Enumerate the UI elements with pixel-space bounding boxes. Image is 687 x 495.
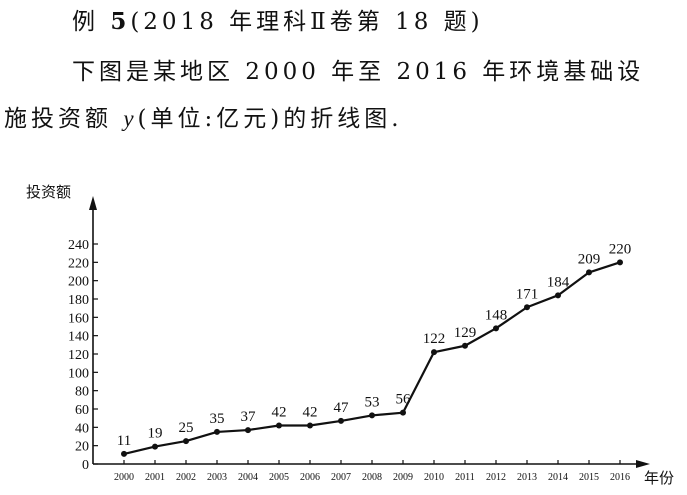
y-tick-label: 180	[68, 293, 89, 308]
x-tick-label: 2015	[579, 472, 599, 483]
x-tick-label: 2016	[610, 472, 630, 483]
data-point	[214, 428, 220, 435]
example-source: (2018 年理科Ⅱ卷第 18 题)	[130, 9, 484, 35]
data-point	[400, 409, 406, 416]
x-tick-label: 2014	[548, 472, 568, 483]
data-label: 42	[272, 405, 287, 421]
x-tick-label: 2000	[114, 472, 134, 483]
data-point	[369, 412, 375, 419]
data-point	[245, 427, 251, 434]
example-heading: 例 5(2018 年理科Ⅱ卷第 18 题)	[72, 2, 484, 36]
x-tick-label: 2002	[176, 472, 196, 483]
x-tick-label: 2012	[486, 472, 506, 483]
data-label: 148	[485, 307, 508, 323]
problem-text-line-2: 施投资额 y(单位:亿元)的折线图.	[4, 99, 403, 133]
variable-y: y	[123, 106, 138, 131]
series-line	[123, 261, 621, 455]
data-point	[431, 349, 437, 356]
data-label: 25	[179, 420, 194, 436]
data-label: 53	[365, 394, 380, 410]
data-point	[586, 269, 592, 276]
x-tick-label: 2007	[331, 472, 351, 483]
y-tick-label: 160	[68, 311, 89, 326]
data-label: 220	[609, 241, 632, 257]
data-label: 209	[578, 251, 601, 267]
x-tick-label: 2011	[455, 472, 475, 483]
data-label: 47	[334, 400, 350, 416]
data-label: 122	[423, 331, 446, 347]
y-tick-label: 0	[82, 458, 89, 473]
data-label: 19	[148, 426, 163, 442]
data-label: 129	[454, 325, 477, 341]
x-tick-label: 2001	[145, 472, 165, 483]
data-point	[121, 450, 127, 457]
problem-text-part-a: 施投资额	[4, 106, 112, 132]
data-point	[183, 438, 189, 445]
x-axis-label: 年份	[644, 470, 674, 487]
x-tick-label: 2008	[362, 472, 382, 483]
data-label: 35	[210, 411, 225, 427]
data-point	[276, 422, 282, 429]
x-axis-arrow	[636, 460, 650, 468]
x-tick-label: 2009	[393, 472, 413, 483]
data-point	[152, 443, 158, 450]
data-label: 11	[117, 433, 131, 449]
data-point	[462, 342, 468, 349]
data-label: 184	[547, 274, 570, 290]
y-tick-label: 20	[75, 440, 89, 455]
x-tick-label: 2004	[238, 472, 258, 483]
data-point	[524, 304, 530, 311]
y-axis-label: 投资额	[26, 184, 71, 201]
x-tick-label: 2006	[300, 472, 320, 483]
data-label: 171	[516, 286, 539, 302]
y-tick-label: 60	[75, 403, 89, 418]
data-label: 56	[396, 392, 412, 408]
data-point	[617, 259, 623, 266]
y-tick-label: 240	[68, 238, 89, 253]
data-label: 37	[241, 409, 257, 425]
y-tick-label: 140	[68, 330, 89, 345]
x-tick-label: 2005	[269, 472, 289, 483]
y-tick-label: 120	[68, 348, 89, 363]
x-tick-label: 2003	[207, 472, 227, 483]
y-tick-label: 200	[68, 275, 89, 290]
data-point	[307, 422, 313, 429]
y-tick-label: 220	[68, 256, 89, 271]
y-tick-label: 40	[75, 421, 89, 436]
problem-text-part-b: (单位:亿元)的折线图.	[137, 106, 403, 132]
data-point	[338, 417, 344, 424]
data-point	[493, 325, 499, 332]
example-number: 5	[110, 8, 131, 35]
example-label: 例	[72, 9, 99, 35]
y-axis-arrow	[89, 196, 97, 210]
y-tick-label: 100	[68, 366, 89, 381]
y-tick-label: 80	[75, 385, 89, 400]
x-tick-label: 2010	[424, 472, 444, 483]
data-point	[555, 292, 561, 299]
problem-text-line-1: 下图是某地区 2000 年至 2016 年环境基础设	[72, 59, 645, 85]
data-label: 42	[303, 405, 318, 421]
x-tick-label: 2013	[517, 472, 537, 483]
